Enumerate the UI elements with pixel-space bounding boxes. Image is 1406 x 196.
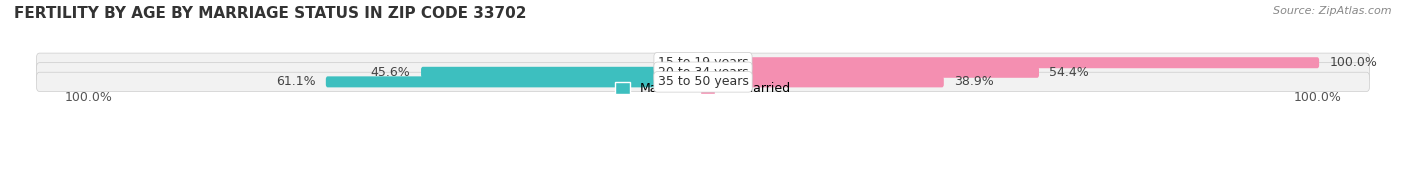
Text: Source: ZipAtlas.com: Source: ZipAtlas.com — [1274, 6, 1392, 16]
FancyBboxPatch shape — [702, 76, 943, 87]
Text: 54.4%: 54.4% — [1049, 66, 1090, 79]
FancyBboxPatch shape — [37, 63, 1369, 82]
Text: FERTILITY BY AGE BY MARRIAGE STATUS IN ZIP CODE 33702: FERTILITY BY AGE BY MARRIAGE STATUS IN Z… — [14, 6, 527, 21]
FancyBboxPatch shape — [37, 53, 1369, 72]
Text: 38.9%: 38.9% — [955, 75, 994, 88]
Text: 35 to 50 years: 35 to 50 years — [658, 75, 748, 88]
Text: 20 to 34 years: 20 to 34 years — [658, 66, 748, 79]
Text: 61.1%: 61.1% — [276, 75, 315, 88]
Text: 100.0%: 100.0% — [1330, 56, 1378, 69]
FancyBboxPatch shape — [702, 57, 1319, 68]
FancyBboxPatch shape — [420, 67, 704, 78]
Text: 15 to 19 years: 15 to 19 years — [658, 56, 748, 69]
FancyBboxPatch shape — [702, 67, 1039, 78]
Text: 45.6%: 45.6% — [371, 66, 411, 79]
FancyBboxPatch shape — [326, 76, 704, 87]
FancyBboxPatch shape — [37, 72, 1369, 92]
Legend: Married, Unmarried: Married, Unmarried — [610, 77, 796, 100]
Text: 0.0%: 0.0% — [659, 56, 690, 69]
